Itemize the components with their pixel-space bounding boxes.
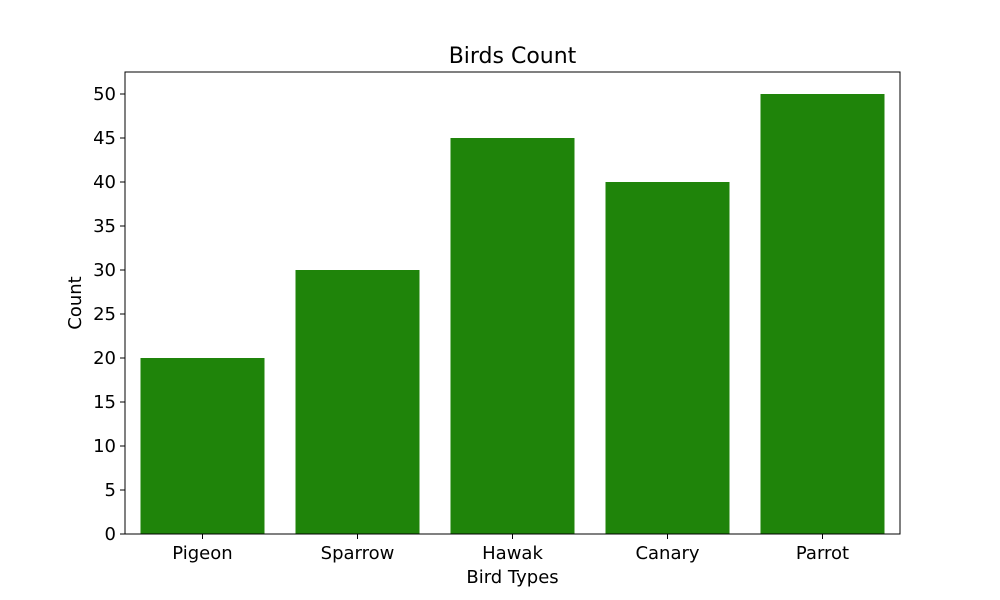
chart-title: Birds Count [449,44,577,69]
y-tick-label: 45 [93,128,116,149]
y-tick-label: 0 [105,524,116,545]
x-tick-label: Pigeon [172,543,232,564]
bar-parrot [760,94,885,534]
y-tick-label: 50 [93,84,116,105]
x-tick-label: Parrot [796,543,849,564]
bar-canary [605,182,730,534]
y-tick-label: 35 [93,216,116,237]
x-axis-ticks: Pigeon Sparrow Hawak Canary Parrot [172,534,849,564]
bar-hawak [450,138,575,534]
bar-pigeon [140,358,265,534]
y-tick-label: 30 [93,260,116,281]
y-axis-ticks: 0 5 10 15 20 25 30 35 40 45 50 [93,84,125,545]
y-tick-label: 5 [105,480,116,501]
x-tick-label: Sparrow [321,543,395,564]
y-tick-label: 20 [93,348,116,369]
bars-group [140,94,885,534]
x-tick-label: Hawak [482,543,543,564]
y-tick-label: 10 [93,436,116,457]
y-tick-label: 25 [93,304,116,325]
x-tick-label: Canary [635,543,699,564]
x-axis-label: Bird Types [466,567,558,588]
y-tick-label: 40 [93,172,116,193]
plot-area-frame [124,71,901,535]
y-axis-label: Count [65,276,86,329]
bar-sparrow [295,270,420,534]
y-tick-label: 15 [93,392,116,413]
